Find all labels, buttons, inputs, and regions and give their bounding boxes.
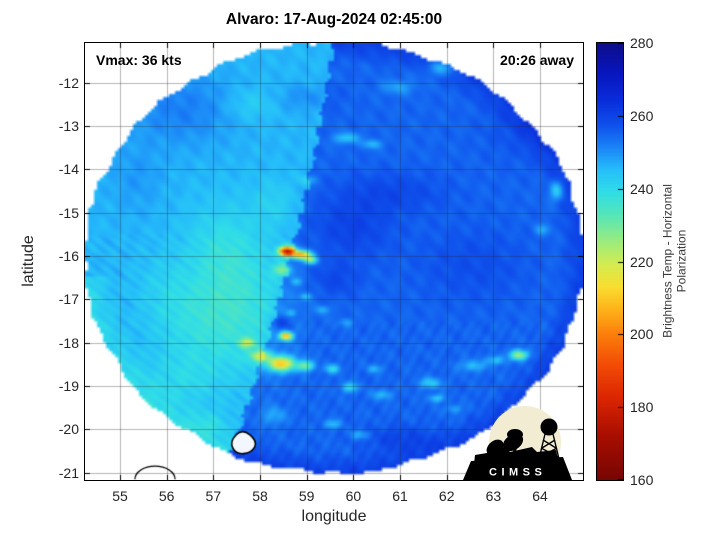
colorbar-tick-label: 240 bbox=[630, 180, 654, 197]
colorbar-tick-label: 200 bbox=[630, 326, 654, 343]
y-tick-label: -13 bbox=[58, 118, 79, 135]
heatmap-canvas bbox=[85, 43, 583, 480]
cimss-logo: CIMSS bbox=[463, 406, 572, 480]
x-tick-label: 60 bbox=[345, 488, 362, 504]
plot-title: Alvaro: 17-Aug-2024 02:45:00 bbox=[225, 11, 443, 28]
colorbar-tick-label: 280 bbox=[630, 35, 654, 51]
y-tick-label: -17 bbox=[58, 291, 79, 308]
logo-text: CIMSS bbox=[489, 467, 546, 479]
x-tick-label: 58 bbox=[252, 488, 268, 504]
y-tick-label: -18 bbox=[58, 334, 79, 351]
x-tick-label: 57 bbox=[205, 488, 222, 504]
x-axis-label: longitude bbox=[301, 508, 367, 525]
vmax-annotation: Vmax: 36 kts bbox=[96, 52, 182, 68]
x-tick-label: 59 bbox=[298, 488, 315, 504]
y-tick-label: -15 bbox=[58, 204, 79, 221]
y-tick-label: -20 bbox=[58, 421, 79, 438]
colorbar-tick-label: 180 bbox=[630, 399, 654, 416]
x-tick-label: 62 bbox=[438, 488, 455, 504]
y-tick-label: -14 bbox=[58, 161, 79, 178]
y-tick-label: -12 bbox=[58, 74, 79, 91]
y-tick-label: -19 bbox=[58, 378, 79, 395]
colorbar-canvas bbox=[597, 43, 623, 480]
x-tick-label: 61 bbox=[392, 488, 408, 504]
x-tick-label: 64 bbox=[532, 488, 548, 504]
colorbar-tick-label: 160 bbox=[630, 472, 654, 488]
colorbar bbox=[596, 42, 624, 481]
time-away-annotation: 20:26 away bbox=[500, 52, 574, 68]
colorbar-tick-label: 220 bbox=[630, 253, 654, 270]
colorbar-tick-label: 260 bbox=[630, 107, 654, 124]
x-tick-label: 55 bbox=[112, 488, 128, 504]
logo-banner bbox=[463, 457, 572, 480]
x-tick-label: 56 bbox=[158, 488, 175, 504]
plot-area: Vmax: 36 kts 20:26 away bbox=[84, 42, 584, 481]
y-tick-label: -16 bbox=[58, 248, 79, 265]
x-tick-label: 63 bbox=[485, 488, 502, 504]
y-tick-label: -21 bbox=[58, 464, 79, 481]
water-tank-icon bbox=[540, 418, 558, 436]
